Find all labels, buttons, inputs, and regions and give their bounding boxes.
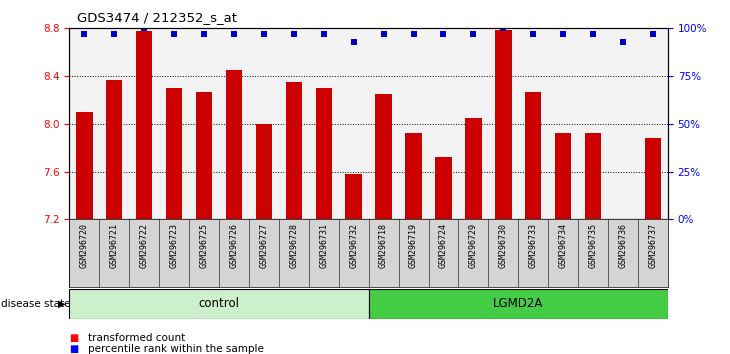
Bar: [458, 28, 488, 219]
Bar: [375, 94, 392, 219]
Bar: [249, 28, 279, 219]
Bar: [578, 28, 608, 219]
Bar: [645, 138, 661, 219]
Bar: [99, 28, 129, 219]
Text: GSM296735: GSM296735: [588, 223, 598, 268]
Text: GSM296734: GSM296734: [558, 223, 568, 268]
Text: ▶: ▶: [58, 298, 66, 309]
Bar: [518, 28, 548, 219]
Text: GSM296737: GSM296737: [648, 223, 658, 268]
Text: GSM296723: GSM296723: [169, 223, 179, 268]
Bar: [405, 133, 422, 219]
Text: GSM296722: GSM296722: [139, 223, 149, 268]
Bar: [69, 28, 99, 219]
Text: GSM296729: GSM296729: [469, 223, 478, 268]
Text: GSM296728: GSM296728: [289, 223, 299, 268]
Text: GSM296724: GSM296724: [439, 223, 448, 268]
Text: GSM296732: GSM296732: [349, 223, 358, 268]
Bar: [315, 88, 332, 219]
Bar: [76, 112, 93, 219]
Text: GSM296727: GSM296727: [259, 223, 269, 268]
Bar: [106, 80, 123, 219]
Bar: [129, 28, 159, 219]
Text: GSM296730: GSM296730: [499, 223, 508, 268]
Text: GSM296725: GSM296725: [199, 223, 209, 268]
Bar: [136, 31, 153, 219]
Bar: [638, 28, 668, 219]
Bar: [226, 70, 242, 219]
Bar: [488, 28, 518, 219]
Bar: [495, 29, 512, 219]
Bar: [465, 118, 482, 219]
Bar: [369, 289, 668, 319]
Bar: [585, 133, 602, 219]
Text: ■: ■: [69, 333, 79, 343]
Bar: [345, 174, 362, 219]
Bar: [309, 28, 339, 219]
Text: control: control: [199, 297, 239, 310]
Bar: [219, 28, 249, 219]
Bar: [369, 28, 399, 219]
Text: percentile rank within the sample: percentile rank within the sample: [88, 344, 264, 354]
Bar: [196, 92, 212, 219]
Text: GSM296731: GSM296731: [319, 223, 328, 268]
Bar: [166, 88, 182, 219]
Bar: [608, 28, 638, 219]
Bar: [159, 28, 189, 219]
Text: GSM296718: GSM296718: [379, 223, 388, 268]
Bar: [189, 28, 219, 219]
Bar: [339, 28, 369, 219]
Bar: [279, 28, 309, 219]
Bar: [435, 158, 452, 219]
Bar: [255, 124, 272, 219]
Text: GSM296720: GSM296720: [80, 223, 89, 268]
Text: GSM296721: GSM296721: [110, 223, 119, 268]
Text: GSM296719: GSM296719: [409, 223, 418, 268]
Text: LGMD2A: LGMD2A: [493, 297, 544, 310]
Text: GSM296733: GSM296733: [529, 223, 538, 268]
Bar: [285, 82, 302, 219]
Text: transformed count: transformed count: [88, 333, 185, 343]
Bar: [399, 28, 429, 219]
Bar: [548, 28, 578, 219]
Text: GSM296726: GSM296726: [229, 223, 239, 268]
Bar: [525, 92, 542, 219]
Bar: [69, 289, 369, 319]
Text: GDS3474 / 212352_s_at: GDS3474 / 212352_s_at: [77, 11, 237, 24]
Text: GSM296736: GSM296736: [618, 223, 628, 268]
Bar: [429, 28, 458, 219]
Text: ■: ■: [69, 344, 79, 354]
Bar: [555, 133, 572, 219]
Text: disease state: disease state: [1, 298, 70, 309]
